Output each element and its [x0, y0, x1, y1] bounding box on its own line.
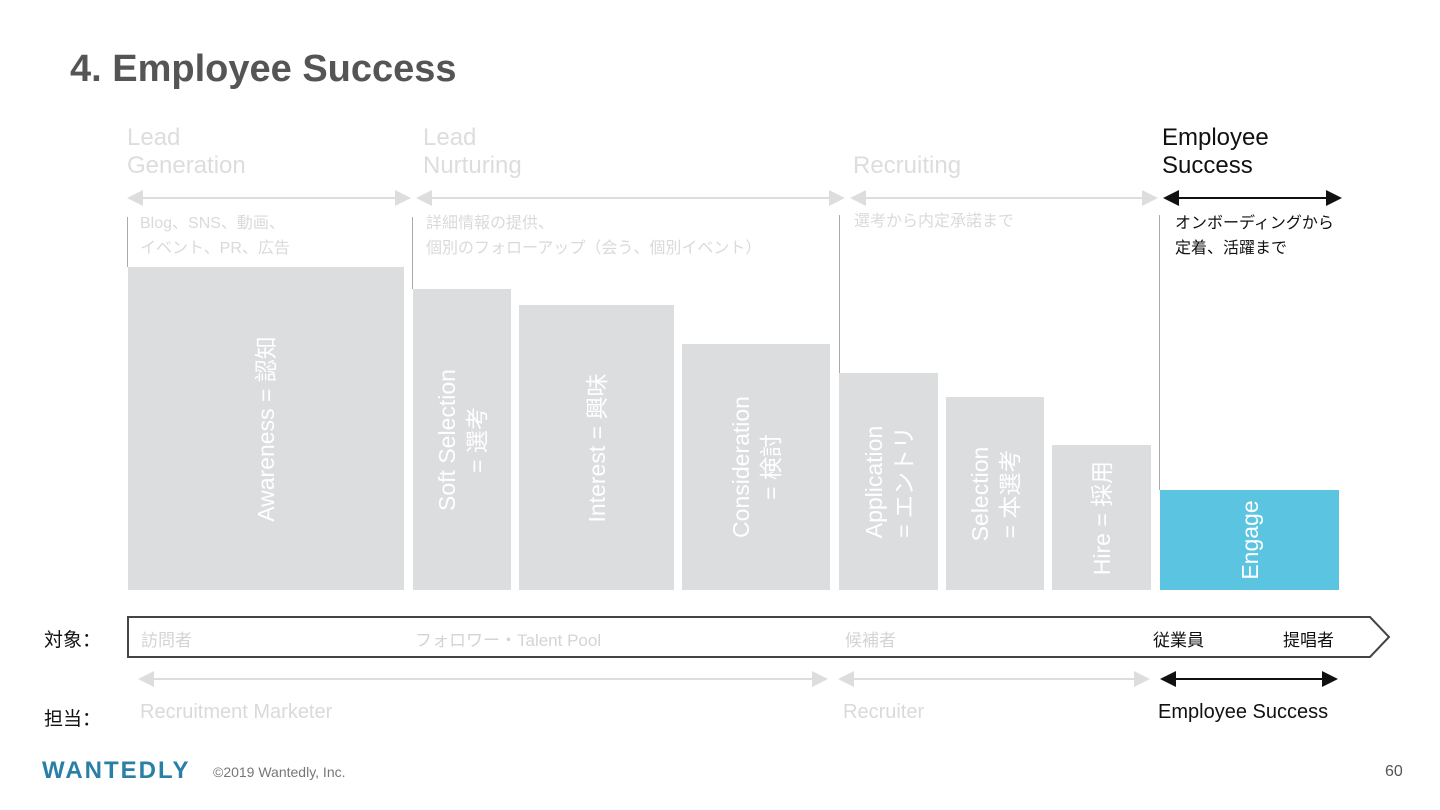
owner-employee-success: Employee Success	[1158, 701, 1329, 723]
page-number: 60	[1385, 763, 1403, 780]
separator-line	[412, 217, 413, 289]
phase-desc-lead-generation: Blog、SNS、動画、 イベント、PR、広告	[140, 215, 290, 257]
separator-line	[127, 217, 128, 267]
funnel-label-soft-selection: Soft Selection = 選考	[434, 368, 490, 511]
owner-recruitment-marketer: Recruitment Marketer	[140, 701, 333, 723]
funnel-label-selection: Selection = 本選考	[967, 446, 1023, 541]
funnel-label-consideration: Consideration = 検討	[728, 396, 784, 538]
funnel-label-engage: Engage	[1236, 500, 1263, 580]
phase-heading-lead-generation: Lead Generation	[127, 124, 246, 179]
funnel-bar-awareness: Awareness = 認知	[128, 267, 404, 590]
target-advocates: 提唱者	[1283, 631, 1334, 650]
funnel-bar-engage: Engage	[1160, 490, 1339, 590]
phase-desc-lead-nurturing: 詳細情報の提供、 個別のフォローアップ（会う、個別イベント）	[426, 215, 762, 257]
phase-heading-lead-nurturing: Lead Nurturing	[423, 124, 522, 179]
funnel-bar-consideration: Consideration = 検討	[682, 344, 830, 590]
separator-line	[1159, 215, 1160, 490]
funnel-bar-hire: Hire = 採用	[1052, 445, 1151, 590]
target-chevron	[127, 616, 1391, 658]
funnel-bar-soft-selection: Soft Selection = 選考	[413, 289, 511, 590]
target-row-label: 対象：	[44, 630, 102, 651]
funnel-bar-interest: Interest = 興味	[519, 305, 674, 590]
target-visitors: 訪問者	[141, 631, 192, 650]
funnel-label-hire: Hire = 採用	[1088, 460, 1115, 575]
wantedly-logo: WANTEDLY	[42, 757, 191, 784]
funnel-bar-selection: Selection = 本選考	[946, 397, 1044, 590]
separator-line	[839, 215, 840, 373]
phase-desc-recruiting: 選考から内定承諾まで	[854, 213, 1015, 230]
owner-recruiter: Recruiter	[843, 701, 925, 723]
funnel-bar-application: Application = エントリ	[839, 373, 938, 590]
phase-desc-employee-success: オンボーディングから 定着、活躍まで	[1175, 215, 1334, 257]
page-title: 4. Employee Success	[70, 48, 457, 90]
target-candidates: 候補者	[845, 631, 896, 650]
funnel-label-awareness: Awareness = 認知	[253, 335, 279, 522]
target-followers: フォロワー・Talent Pool	[415, 631, 602, 650]
phase-heading-recruiting: Recruiting	[853, 152, 962, 179]
funnel-label-interest: Interest = 興味	[583, 373, 610, 522]
owner-row-label: 担当：	[44, 709, 102, 730]
copyright-text: ©2019 Wantedly, Inc.	[213, 764, 346, 780]
phase-heading-employee-success: Employee Success	[1162, 124, 1269, 179]
target-employees: 従業員	[1153, 631, 1204, 650]
funnel-label-application: Application = エントリ	[860, 425, 917, 538]
